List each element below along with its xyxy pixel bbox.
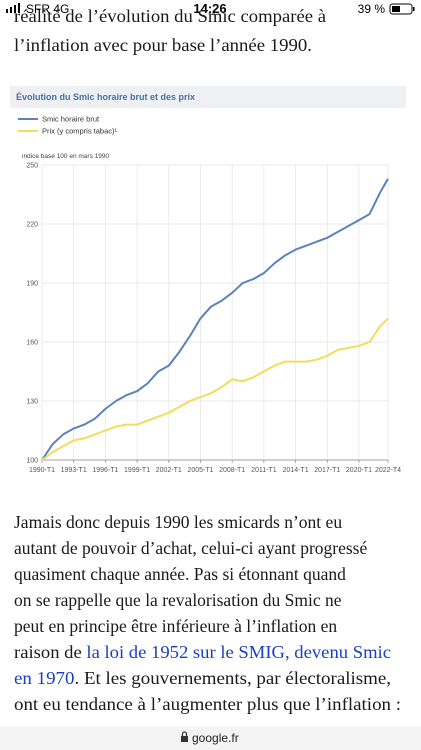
text-line: l’inflation avec pour base l’année 1990. <box>14 35 312 55</box>
text-line: en 1970. Et les gouvernements, par élect… <box>14 668 391 688</box>
signal-bar <box>14 5 16 13</box>
text-line: on se rappelle que la revalorisation du … <box>14 590 342 610</box>
article: Jamais donc depuis 1990 les smicards n’o… <box>14 512 367 636</box>
text-line: peut en principe être inférieure à l’inf… <box>14 616 337 636</box>
x-tick-label: 2008-T1 <box>219 467 245 474</box>
status-bar: SFR 4G 14:26 39 % <box>6 1 415 16</box>
y-tick-label: 220 <box>26 222 38 229</box>
text-line: autant de pouvoir d’achat, celui-ci ayan… <box>14 538 367 558</box>
lock-shackle <box>181 731 188 736</box>
x-tick-label: 2022-T4 <box>375 467 401 474</box>
y-tick-label: 130 <box>26 399 38 406</box>
text: . Et les gouvernements, par électoralism… <box>74 668 391 688</box>
x-tick-label: 1996-T1 <box>92 467 118 474</box>
chart-title-bg <box>10 86 406 108</box>
x-tick-label: 2002-T1 <box>156 467 182 474</box>
text-line: réalité de l’évolution du Smic comparée … <box>14 6 326 26</box>
x-tick-label: 2020-T1 <box>346 467 372 474</box>
legend-label: Smic horaire brut <box>42 115 100 124</box>
link[interactable]: en 1970 <box>14 668 75 688</box>
battery-level: 39 % <box>358 2 386 16</box>
lock-icon <box>181 736 188 742</box>
link[interactable]: la loi de 1952 sur le SMIG, devenu Smic <box>86 642 391 662</box>
signal-bar <box>6 9 8 13</box>
y-tick-label: 190 <box>26 281 38 288</box>
text-line: quasiment chaque année. Pas si étonnant … <box>14 564 346 584</box>
axis-note: indice base 100 en mars 1990 <box>22 153 109 160</box>
signal-bar <box>18 3 20 13</box>
text: raison de <box>14 642 86 662</box>
x-tick-label: 1990-T1 <box>29 467 55 474</box>
y-tick-label: 250 <box>26 163 38 170</box>
y-tick-label: 100 <box>26 458 38 465</box>
text-line: ont eu tendance à l’augmenter plus que l… <box>14 694 401 714</box>
url-bar <box>0 726 421 750</box>
y-tick-label: 160 <box>26 340 38 347</box>
battery-fill <box>392 6 400 12</box>
signal-bar <box>10 7 12 13</box>
battery-tip <box>413 7 415 11</box>
x-tick-label: 1993-T1 <box>61 467 87 474</box>
x-tick-label: 2011-T1 <box>251 467 277 474</box>
url[interactable]: google.fr <box>192 731 239 745</box>
x-tick-label: 2017-T1 <box>314 467 340 474</box>
series-line <box>41 178 389 461</box>
x-tick-label: 2005-T1 <box>187 467 213 474</box>
series-line <box>41 317 389 461</box>
carrier: SFR 4G <box>26 2 69 16</box>
text-line: Jamais donc depuis 1990 les smicards n’o… <box>14 512 342 532</box>
x-tick-label: 2014-T1 <box>283 467 309 474</box>
text-line: raison de la loi de 1952 sur le SMIG, de… <box>14 642 391 662</box>
legend-label: Prix (y compris tabac)¹ <box>42 127 118 136</box>
battery <box>389 3 413 15</box>
clock: 14:26 <box>193 1 226 16</box>
chart-title: Évolution du Smic horaire brut et des pr… <box>16 92 195 102</box>
chart: Évolution du Smic horaire brut et des pr… <box>10 86 406 474</box>
x-tick-label: 1999-T1 <box>124 467 150 474</box>
